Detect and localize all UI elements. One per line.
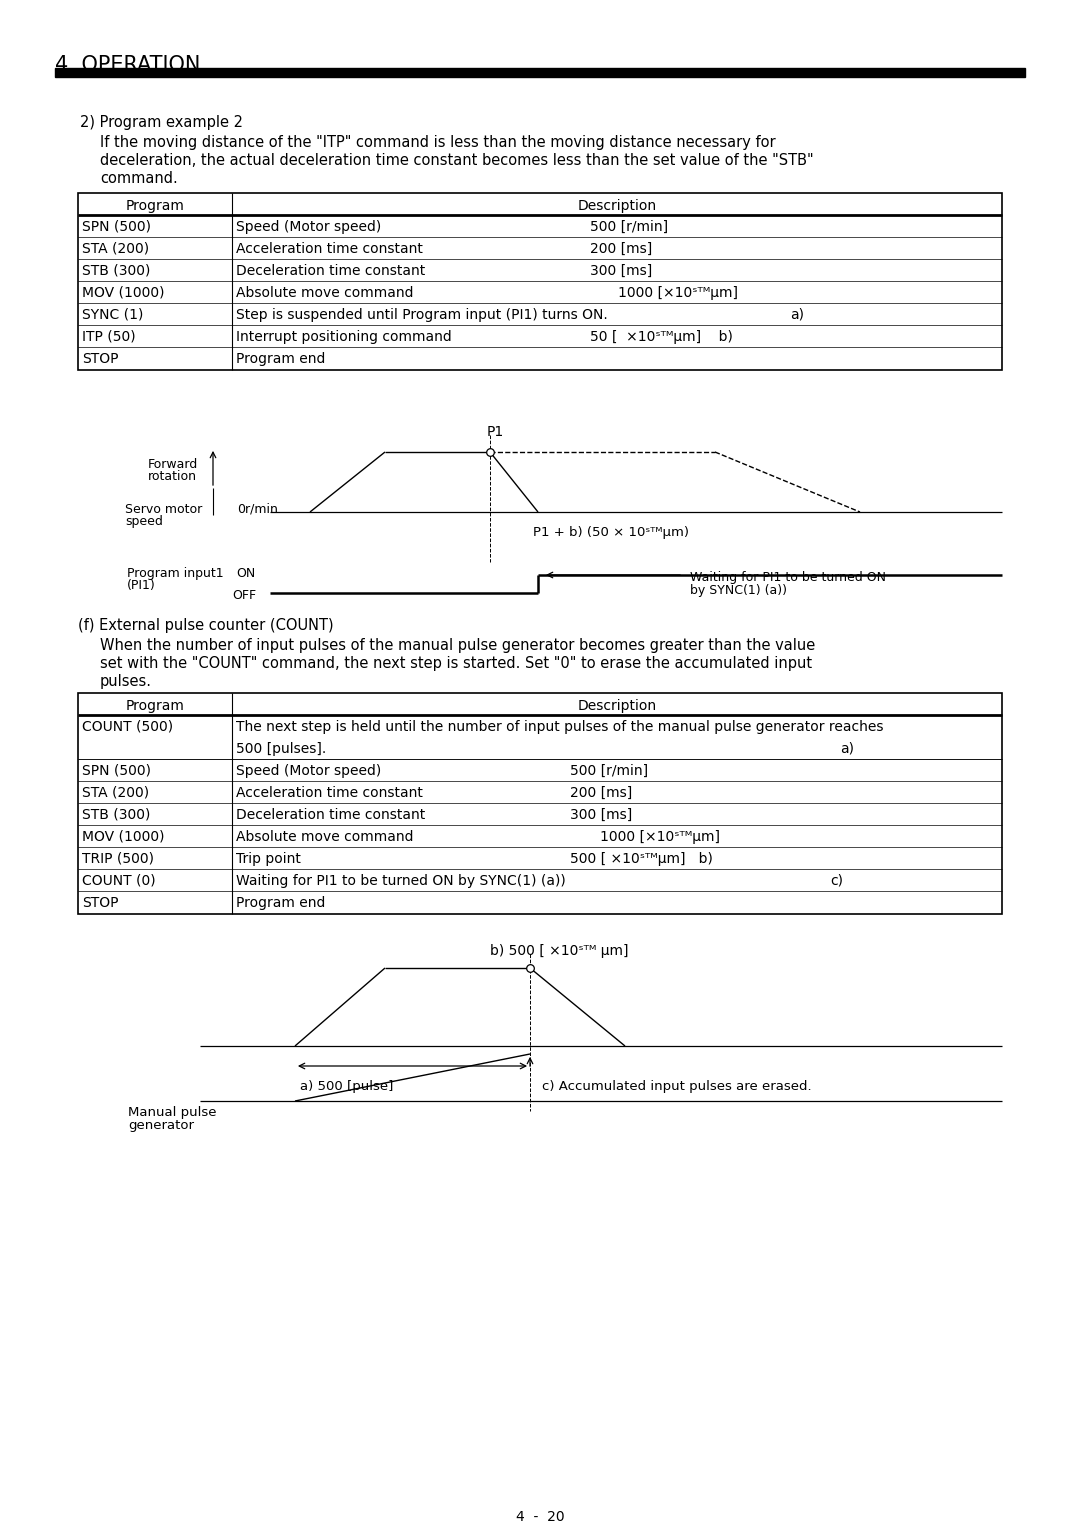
Text: SYNC (1): SYNC (1) <box>82 309 144 322</box>
Text: 50 [  ×10ˢᵀᴹμm]    b): 50 [ ×10ˢᵀᴹμm] b) <box>590 330 733 344</box>
Text: 500 [ ×10ˢᵀᴹμm]   b): 500 [ ×10ˢᵀᴹμm] b) <box>570 853 713 866</box>
Text: STB (300): STB (300) <box>82 264 150 278</box>
Text: Trip point: Trip point <box>237 853 301 866</box>
Text: COUNT (0): COUNT (0) <box>82 874 156 888</box>
Text: c) Accumulated input pulses are erased.: c) Accumulated input pulses are erased. <box>542 1080 812 1093</box>
Text: STA (200): STA (200) <box>82 241 149 257</box>
Bar <box>55 69 1025 76</box>
Text: command.: command. <box>100 171 178 186</box>
Text: Deceleration time constant: Deceleration time constant <box>237 808 426 822</box>
Text: (f) External pulse counter (COUNT): (f) External pulse counter (COUNT) <box>78 617 334 633</box>
Text: STOP: STOP <box>82 351 119 367</box>
Text: ON: ON <box>237 567 255 581</box>
Text: Program end: Program end <box>237 895 325 911</box>
Text: by SYNC(1) (a)): by SYNC(1) (a)) <box>690 584 787 597</box>
Text: Interrupt positioning command: Interrupt positioning command <box>237 330 451 344</box>
Text: 2) Program example 2: 2) Program example 2 <box>80 115 243 130</box>
Text: Speed (Motor speed): Speed (Motor speed) <box>237 764 381 778</box>
Text: Acceleration time constant: Acceleration time constant <box>237 241 423 257</box>
Text: 300 [ms]: 300 [ms] <box>590 264 652 278</box>
Text: 500 [r/min]: 500 [r/min] <box>570 764 648 778</box>
Text: TRIP (500): TRIP (500) <box>82 853 154 866</box>
Text: 300 [ms]: 300 [ms] <box>570 808 632 822</box>
Text: 200 [ms]: 200 [ms] <box>590 241 652 257</box>
Text: Program input1: Program input1 <box>127 567 224 581</box>
Text: Program: Program <box>125 698 185 714</box>
Text: (PI1): (PI1) <box>127 579 156 591</box>
Text: Acceleration time constant: Acceleration time constant <box>237 785 423 801</box>
Text: SPN (500): SPN (500) <box>82 220 151 234</box>
Text: Absolute move command: Absolute move command <box>237 286 414 299</box>
Text: Program: Program <box>125 199 185 212</box>
Text: set with the "COUNT" command, the next step is started. Set "0" to erase the acc: set with the "COUNT" command, the next s… <box>100 656 812 671</box>
Text: Description: Description <box>578 698 657 714</box>
Text: STOP: STOP <box>82 895 119 911</box>
Text: MOV (1000): MOV (1000) <box>82 286 164 299</box>
Text: pulses.: pulses. <box>100 674 152 689</box>
Text: When the number of input pulses of the manual pulse generator becomes greater th: When the number of input pulses of the m… <box>100 639 815 652</box>
Text: OFF: OFF <box>232 588 256 602</box>
Text: b) 500 [ ×10ˢᵀᴹ μm]: b) 500 [ ×10ˢᵀᴹ μm] <box>490 944 629 958</box>
Bar <box>78 694 1002 914</box>
Text: Absolute move command: Absolute move command <box>237 830 414 843</box>
Text: The next step is held until the number of input pulses of the manual pulse gener: The next step is held until the number o… <box>237 720 883 733</box>
Text: Description: Description <box>578 199 657 212</box>
Text: STA (200): STA (200) <box>82 785 149 801</box>
Text: Step is suspended until Program input (PI1) turns ON.: Step is suspended until Program input (P… <box>237 309 608 322</box>
Text: Waiting for PI1 to be turned ON: Waiting for PI1 to be turned ON <box>690 571 886 584</box>
Text: ITP (50): ITP (50) <box>82 330 136 344</box>
Text: P1 + b) (50 × 10ˢᵀᴹμm): P1 + b) (50 × 10ˢᵀᴹμm) <box>534 526 689 539</box>
Text: a): a) <box>840 743 854 756</box>
Text: Program end: Program end <box>237 351 325 367</box>
Bar <box>78 193 1002 370</box>
Text: speed: speed <box>125 515 163 529</box>
Text: rotation: rotation <box>148 471 197 483</box>
Text: 500 [pulses].: 500 [pulses]. <box>237 743 326 756</box>
Text: Servo motor: Servo motor <box>125 503 202 516</box>
Text: 4. OPERATION: 4. OPERATION <box>55 55 201 75</box>
Text: Deceleration time constant: Deceleration time constant <box>237 264 426 278</box>
Text: 1000 [×10ˢᵀᴹμm]: 1000 [×10ˢᵀᴹμm] <box>600 830 720 843</box>
Text: a): a) <box>789 309 804 322</box>
Text: 0r/min: 0r/min <box>237 503 278 516</box>
Text: Waiting for PI1 to be turned ON by SYNC(1) (a)): Waiting for PI1 to be turned ON by SYNC(… <box>237 874 566 888</box>
Text: generator: generator <box>129 1118 194 1132</box>
Text: 1000 [×10ˢᵀᴹμm]: 1000 [×10ˢᵀᴹμm] <box>618 286 738 299</box>
Text: If the moving distance of the "ITP" command is less than the moving distance nec: If the moving distance of the "ITP" comm… <box>100 134 775 150</box>
Text: deceleration, the actual deceleration time constant becomes less than the set va: deceleration, the actual deceleration ti… <box>100 153 813 168</box>
Text: COUNT (500): COUNT (500) <box>82 720 173 733</box>
Text: c): c) <box>831 874 843 888</box>
Text: a) 500 [pulse]: a) 500 [pulse] <box>300 1080 393 1093</box>
Text: STB (300): STB (300) <box>82 808 150 822</box>
Text: P1: P1 <box>487 425 504 439</box>
Text: 500 [r/min]: 500 [r/min] <box>590 220 669 234</box>
Text: 200 [ms]: 200 [ms] <box>570 785 632 801</box>
Text: Manual pulse: Manual pulse <box>129 1106 216 1118</box>
Text: SPN (500): SPN (500) <box>82 764 151 778</box>
Text: Forward: Forward <box>148 458 199 471</box>
Text: 4  -  20: 4 - 20 <box>515 1510 565 1523</box>
Text: MOV (1000): MOV (1000) <box>82 830 164 843</box>
Text: Speed (Motor speed): Speed (Motor speed) <box>237 220 381 234</box>
